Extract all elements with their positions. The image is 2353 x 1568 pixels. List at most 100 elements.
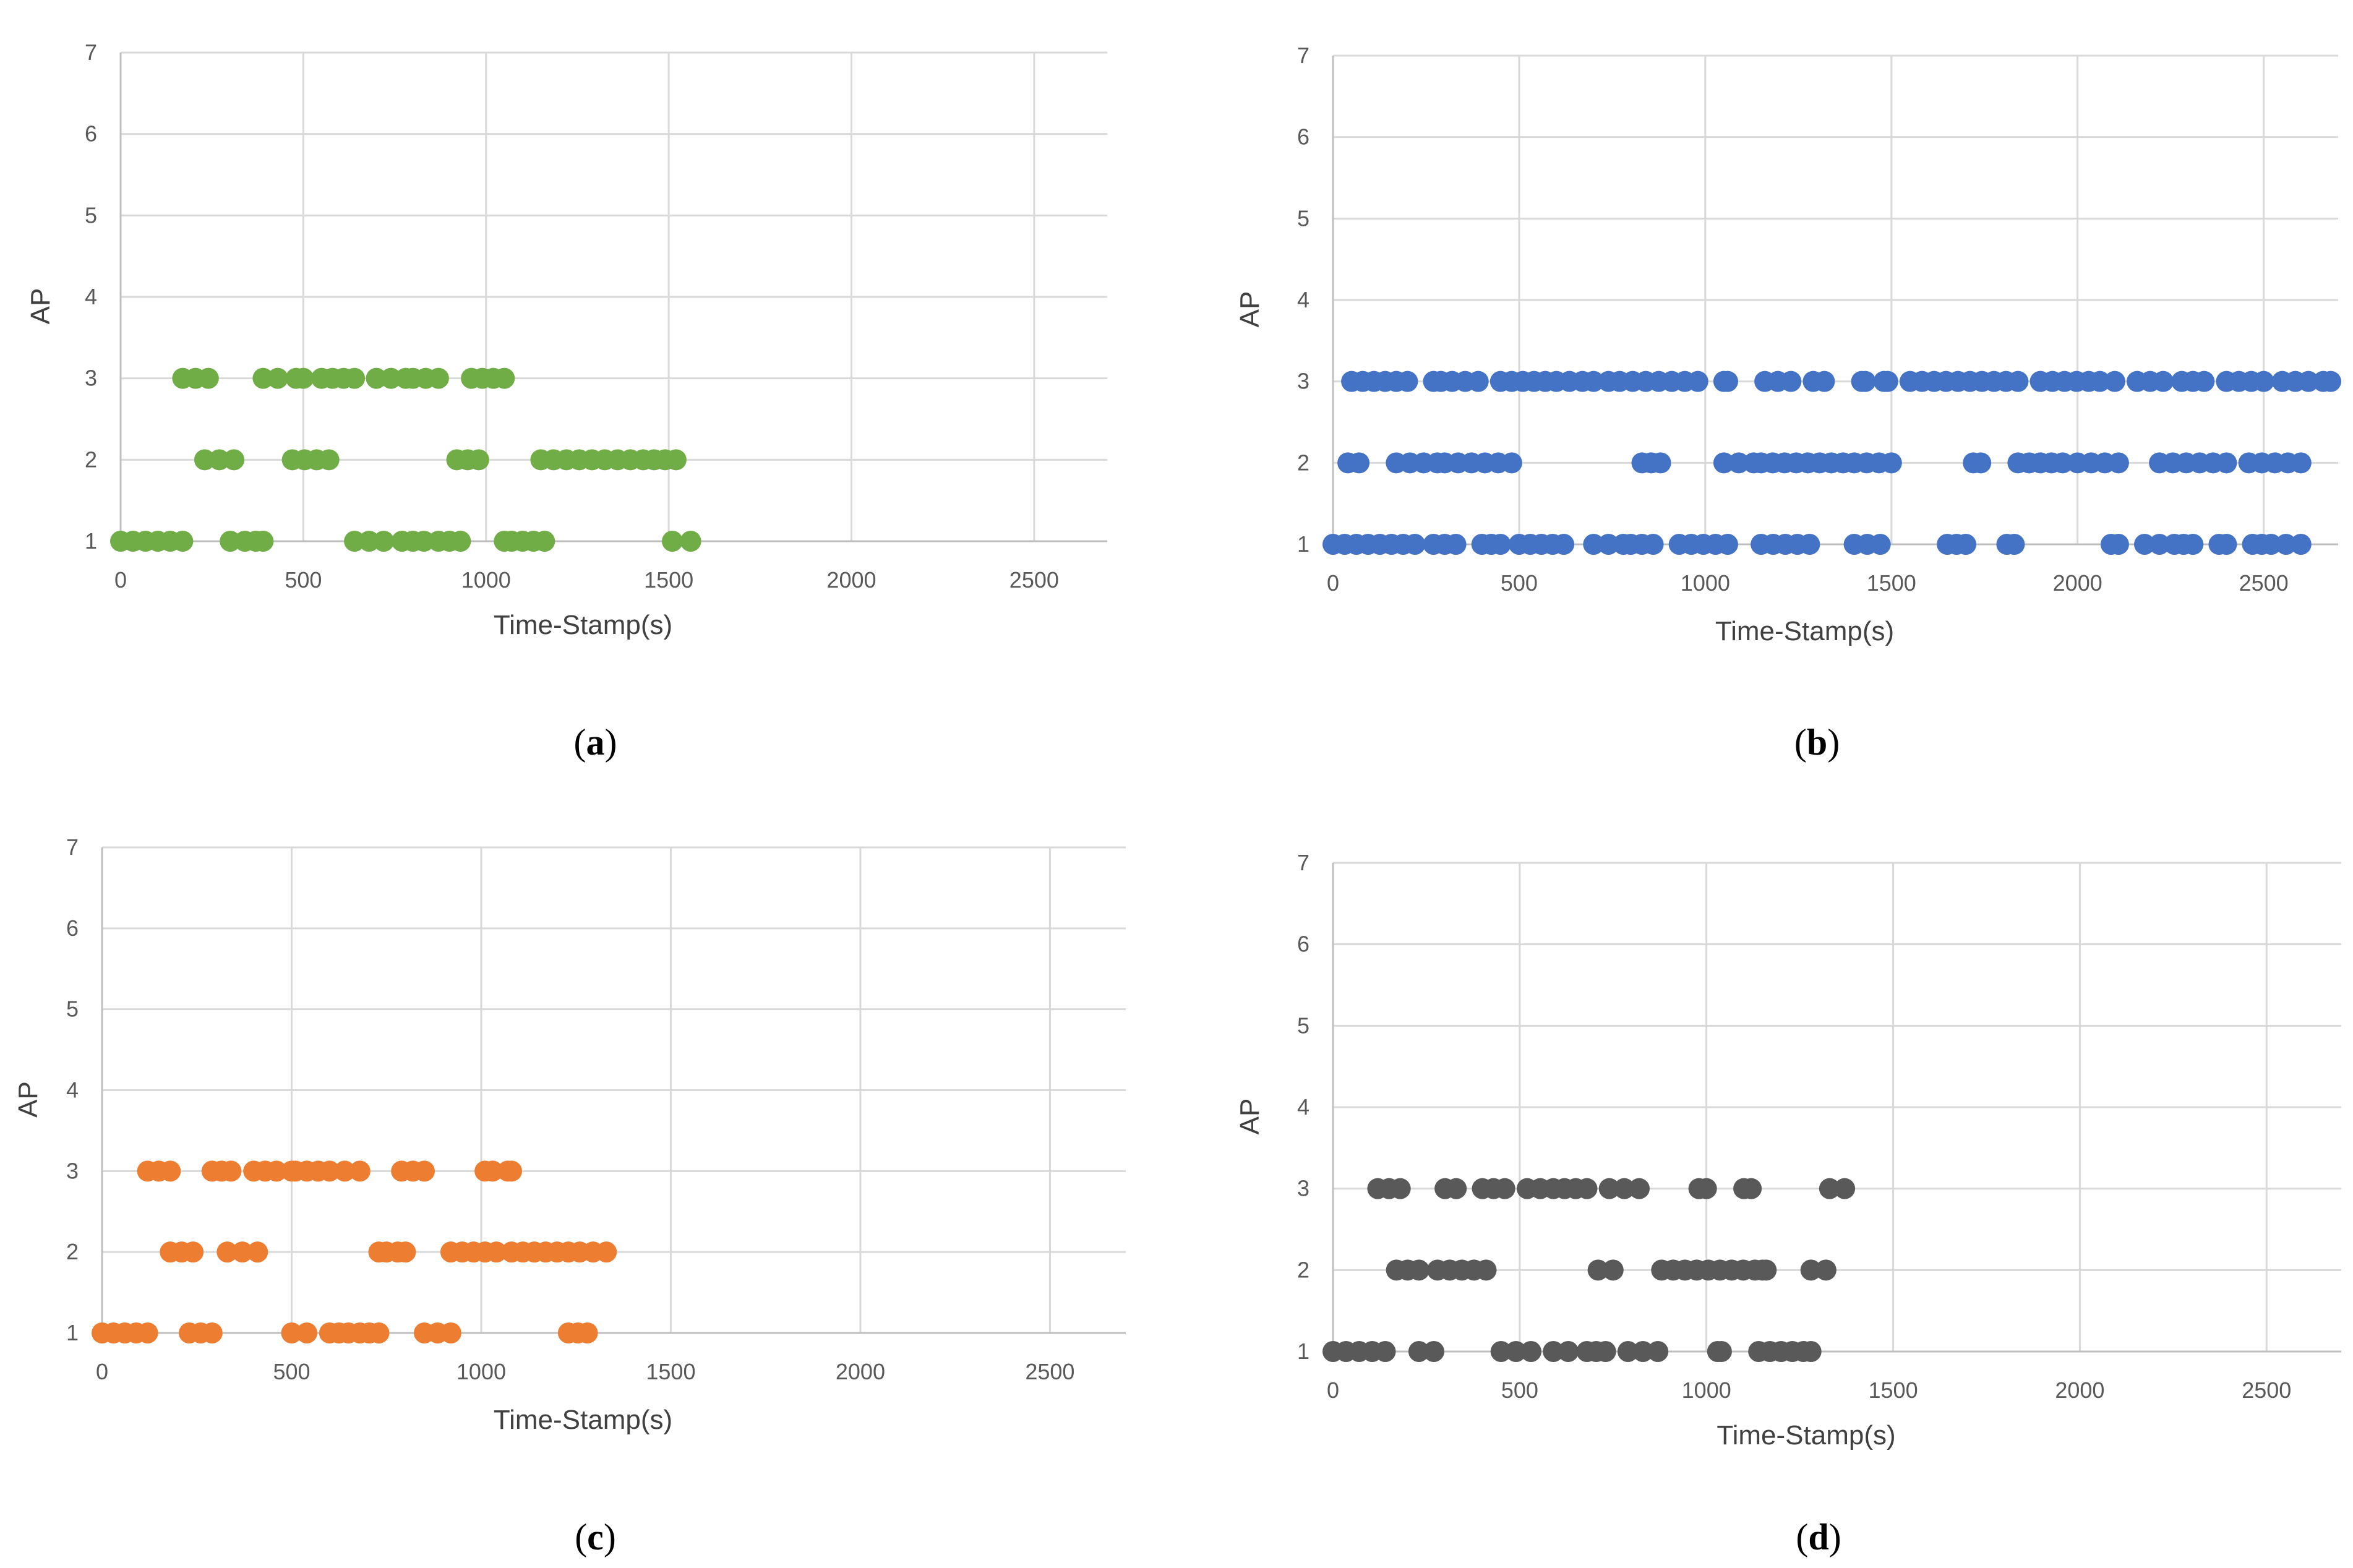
data-point bbox=[1632, 1341, 1654, 1362]
data-point bbox=[267, 367, 288, 389]
y-tick-label: 6 bbox=[66, 915, 79, 941]
data-point bbox=[2290, 452, 2312, 474]
x-tick-label: 1500 bbox=[1867, 570, 1916, 596]
y-tick-label: 3 bbox=[85, 366, 97, 391]
data-point bbox=[1780, 371, 1802, 392]
data-point bbox=[1598, 534, 1619, 555]
x-tick-label: 500 bbox=[1501, 570, 1538, 596]
data-point bbox=[1717, 534, 1738, 555]
chart-panel-b: 1 2 3 4 5 6 7 0 500 1000 1500 2000 2500 Time-Stamp(s)… bbox=[1235, 43, 2341, 763]
data-point bbox=[220, 531, 241, 552]
data-point bbox=[216, 1241, 238, 1263]
y-tick-label: 4 bbox=[66, 1077, 79, 1103]
series-ap-2 bbox=[1386, 1259, 1837, 1281]
data-point bbox=[252, 367, 274, 389]
x-axis-title: Time-Stamp(s) bbox=[1717, 1420, 1895, 1450]
data-point bbox=[1617, 1341, 1639, 1362]
data-point bbox=[2004, 534, 2025, 555]
data-point bbox=[2052, 452, 2073, 474]
y-tick-label: 5 bbox=[85, 202, 97, 228]
data-point bbox=[1755, 1259, 1777, 1281]
data-point bbox=[1553, 534, 1575, 555]
y-tick-label: 7 bbox=[66, 834, 79, 860]
x-tick-label: 1000 bbox=[456, 1359, 506, 1384]
data-point bbox=[2275, 534, 2297, 555]
x-axis-title: Time-Stamp(s) bbox=[494, 610, 672, 640]
data-point bbox=[665, 449, 687, 471]
data-point bbox=[252, 531, 274, 552]
data-point bbox=[1834, 1178, 1856, 1199]
x-axis-title: Time-Stamp(s) bbox=[1715, 616, 1894, 646]
x-tick-label: 0 bbox=[96, 1359, 108, 1384]
data-point bbox=[220, 1160, 242, 1182]
data-point bbox=[1467, 371, 1489, 392]
data-point bbox=[2007, 371, 2029, 392]
data-point bbox=[2149, 534, 2171, 555]
data-point bbox=[319, 1160, 340, 1182]
y-tick-label: 1 bbox=[85, 528, 97, 554]
x-tick-label: 1000 bbox=[1681, 570, 1730, 596]
data-point bbox=[1583, 371, 1605, 392]
data-point bbox=[2134, 534, 2155, 555]
data-point bbox=[1741, 1178, 1762, 1199]
x-tick-label: 2000 bbox=[2053, 570, 2102, 596]
series-ap-1 bbox=[110, 531, 701, 552]
x-tick-label: 500 bbox=[285, 567, 322, 593]
y-tick-label: 2 bbox=[66, 1239, 79, 1264]
data-point bbox=[366, 367, 387, 389]
series-ap-3 bbox=[172, 367, 515, 389]
data-point bbox=[534, 531, 555, 552]
data-point bbox=[1404, 534, 1426, 555]
data-point bbox=[296, 1322, 317, 1343]
data-point bbox=[1728, 452, 1749, 474]
y-tick-label: 6 bbox=[1297, 124, 1309, 150]
data-point bbox=[1695, 1178, 1717, 1199]
data-point bbox=[1501, 452, 1522, 474]
data-point bbox=[358, 531, 380, 552]
panel-label: (c) bbox=[575, 1517, 616, 1557]
y-tick-label: 1 bbox=[66, 1320, 79, 1345]
data-point bbox=[1799, 534, 1820, 555]
series-ap-1 bbox=[92, 1322, 598, 1343]
data-point bbox=[596, 1241, 617, 1263]
data-point bbox=[1713, 452, 1734, 474]
x-tick-label: 1500 bbox=[1869, 1377, 1918, 1403]
data-point bbox=[2320, 371, 2341, 392]
data-point bbox=[344, 531, 366, 552]
series-ap-1 bbox=[1322, 1341, 1822, 1362]
data-point bbox=[1814, 371, 1835, 392]
series-ap-3 bbox=[1341, 371, 2341, 392]
data-point bbox=[414, 1160, 435, 1182]
y-axis-title: AP bbox=[1235, 1099, 1265, 1135]
data-point bbox=[1489, 534, 1511, 555]
data-point bbox=[373, 531, 395, 552]
y-tick-label: 5 bbox=[1297, 1013, 1309, 1038]
chart-panel-a: 1 2 3 4 5 6 7 0 500 1000 1500 2000 2500 Time-Stamp(s)… bbox=[25, 40, 1107, 763]
data-point bbox=[440, 1322, 461, 1343]
x-tick-label: 500 bbox=[273, 1359, 310, 1384]
data-point bbox=[1650, 452, 1671, 474]
x-tick-label: 2500 bbox=[1009, 567, 1059, 593]
data-point bbox=[2107, 452, 2129, 474]
data-point bbox=[1587, 1259, 1609, 1281]
data-point bbox=[160, 1160, 181, 1182]
x-tick-label: 2500 bbox=[2239, 570, 2289, 596]
data-point bbox=[1642, 534, 1664, 555]
data-point bbox=[1602, 1259, 1624, 1281]
data-point bbox=[1397, 371, 1418, 392]
data-point bbox=[450, 531, 471, 552]
data-point bbox=[368, 1322, 390, 1343]
series-ap-1 bbox=[1322, 534, 2312, 555]
data-point bbox=[494, 367, 515, 389]
y-axis-title: AP bbox=[1235, 291, 1265, 328]
data-point bbox=[482, 1160, 504, 1182]
data-point bbox=[1687, 371, 1708, 392]
series-ap-3 bbox=[1367, 1178, 1856, 1199]
y-axis-title: AP bbox=[25, 288, 56, 325]
data-point bbox=[486, 1241, 507, 1263]
data-point bbox=[1408, 1259, 1429, 1281]
series-ap-2 bbox=[194, 449, 687, 471]
data-point bbox=[1819, 1178, 1840, 1199]
x-tick-label: 2000 bbox=[2055, 1377, 2104, 1403]
data-point bbox=[281, 1322, 302, 1343]
